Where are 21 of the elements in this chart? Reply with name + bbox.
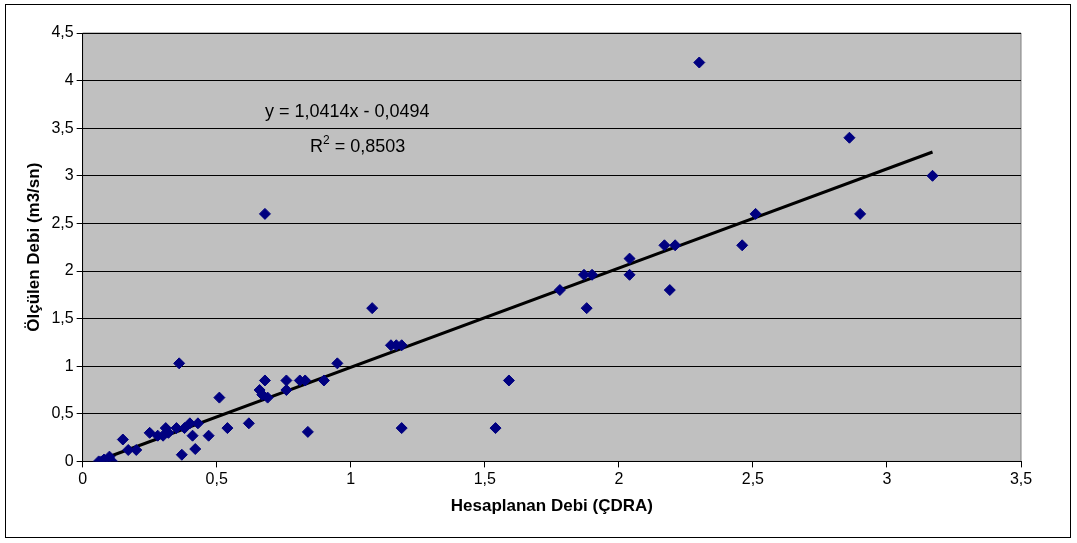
x-tick-label: 1 — [346, 470, 356, 488]
annotation: y = 1,0414x - 0,0494 — [265, 101, 430, 121]
y-tick-label: 3 — [64, 166, 74, 184]
y-tick-label: 2 — [64, 261, 74, 279]
y-tick-label: 2,5 — [51, 213, 74, 231]
x-tick-label: 1,5 — [473, 470, 497, 488]
y-tick-label: 1,5 — [51, 309, 74, 327]
y-axis-title: Ölçülen Debi (m3/sn) — [23, 162, 43, 332]
y-tick-label: 0,5 — [51, 404, 74, 422]
x-axis-title: Hesaplanan Debi (ÇDRA) — [450, 496, 653, 516]
x-tick-label: 2 — [614, 470, 624, 488]
y-tick-label: 4 — [64, 71, 74, 89]
y-tick-label: 0 — [64, 451, 74, 469]
x-tick-label: 0 — [78, 470, 88, 488]
x-tick-label: 2,5 — [741, 470, 765, 488]
x-tick-label: 0,5 — [205, 470, 228, 488]
y-tick-label: 1 — [64, 356, 74, 374]
y-tick-label: 3,5 — [51, 118, 74, 136]
x-tick-label: 3,5 — [1009, 470, 1033, 488]
x-tick-label: 3 — [882, 470, 892, 488]
y-tick-label: 4,5 — [51, 23, 74, 41]
